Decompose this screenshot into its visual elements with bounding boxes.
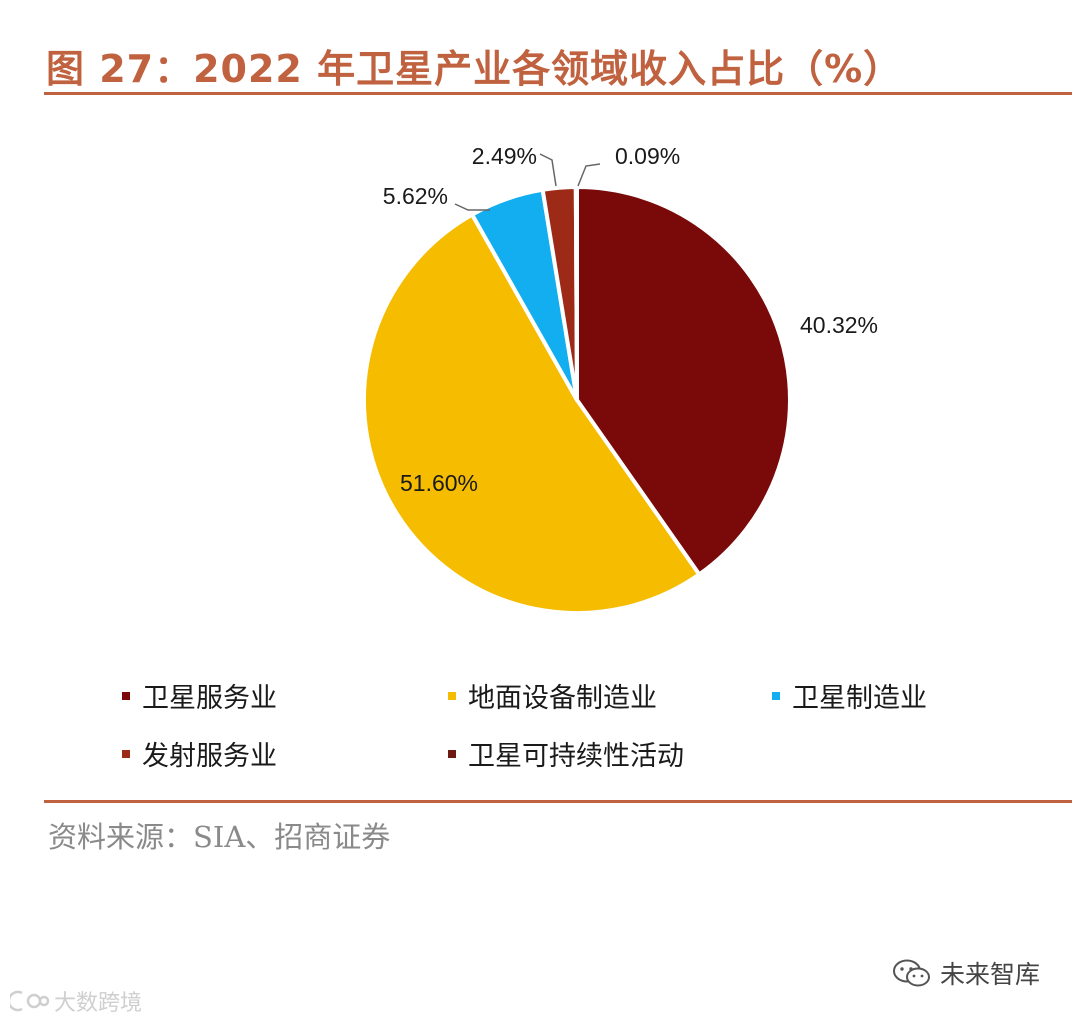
legend-item: 地面设备制造业: [448, 676, 657, 715]
legend-swatch: [772, 691, 780, 700]
data-label: 40.32%: [800, 312, 878, 338]
wechat-icon: [893, 959, 930, 987]
legend-item: 卫星可持续性活动: [448, 734, 684, 773]
title-divider: [44, 92, 1072, 95]
legend-label: 发射服务业: [142, 741, 277, 772]
pie-slice: [362, 212, 702, 615]
pie-slice: [573, 184, 579, 402]
legend-item: 卫星服务业: [122, 676, 277, 715]
leader-line: [577, 163, 601, 187]
logo-icon: [10, 990, 50, 1012]
legend-item: 卫星制造业: [772, 676, 927, 715]
legend-swatch: [122, 749, 130, 758]
legend-swatch: [448, 749, 456, 758]
pie-chart: 40.32% 51.60% 5.62% 2.49% 0.09%: [362, 143, 878, 615]
legend-item: 发射服务业: [122, 734, 277, 773]
source-note: 资料来源：SIA、招商证券: [48, 820, 391, 854]
legend-swatch: [122, 691, 130, 700]
legend-label: 卫星制造业: [792, 683, 927, 714]
watermark-left-text: 大数跨境: [54, 991, 143, 1016]
chart-title: 图 27：2022 年卫星产业各领域收入占比（%）: [46, 47, 903, 91]
footer-divider: [44, 800, 1072, 803]
pie-slice: [575, 185, 792, 577]
leader-line: [454, 203, 490, 211]
data-label: 2.49%: [472, 143, 537, 169]
data-label: 0.09%: [615, 143, 680, 169]
watermark-right-text: 未来智库: [940, 960, 1041, 989]
data-label: 5.62%: [383, 183, 448, 209]
data-label: 51.60%: [400, 470, 478, 496]
watermark-left: 大数跨境: [10, 985, 142, 1017]
leader-line: [539, 153, 557, 187]
legend-swatch: [448, 691, 456, 700]
legend-label: 卫星可持续性活动: [468, 741, 684, 772]
legend-label: 地面设备制造业: [468, 683, 657, 714]
legend-label: 卫星服务业: [142, 683, 277, 714]
watermark-right: 未来智库: [892, 955, 1040, 991]
